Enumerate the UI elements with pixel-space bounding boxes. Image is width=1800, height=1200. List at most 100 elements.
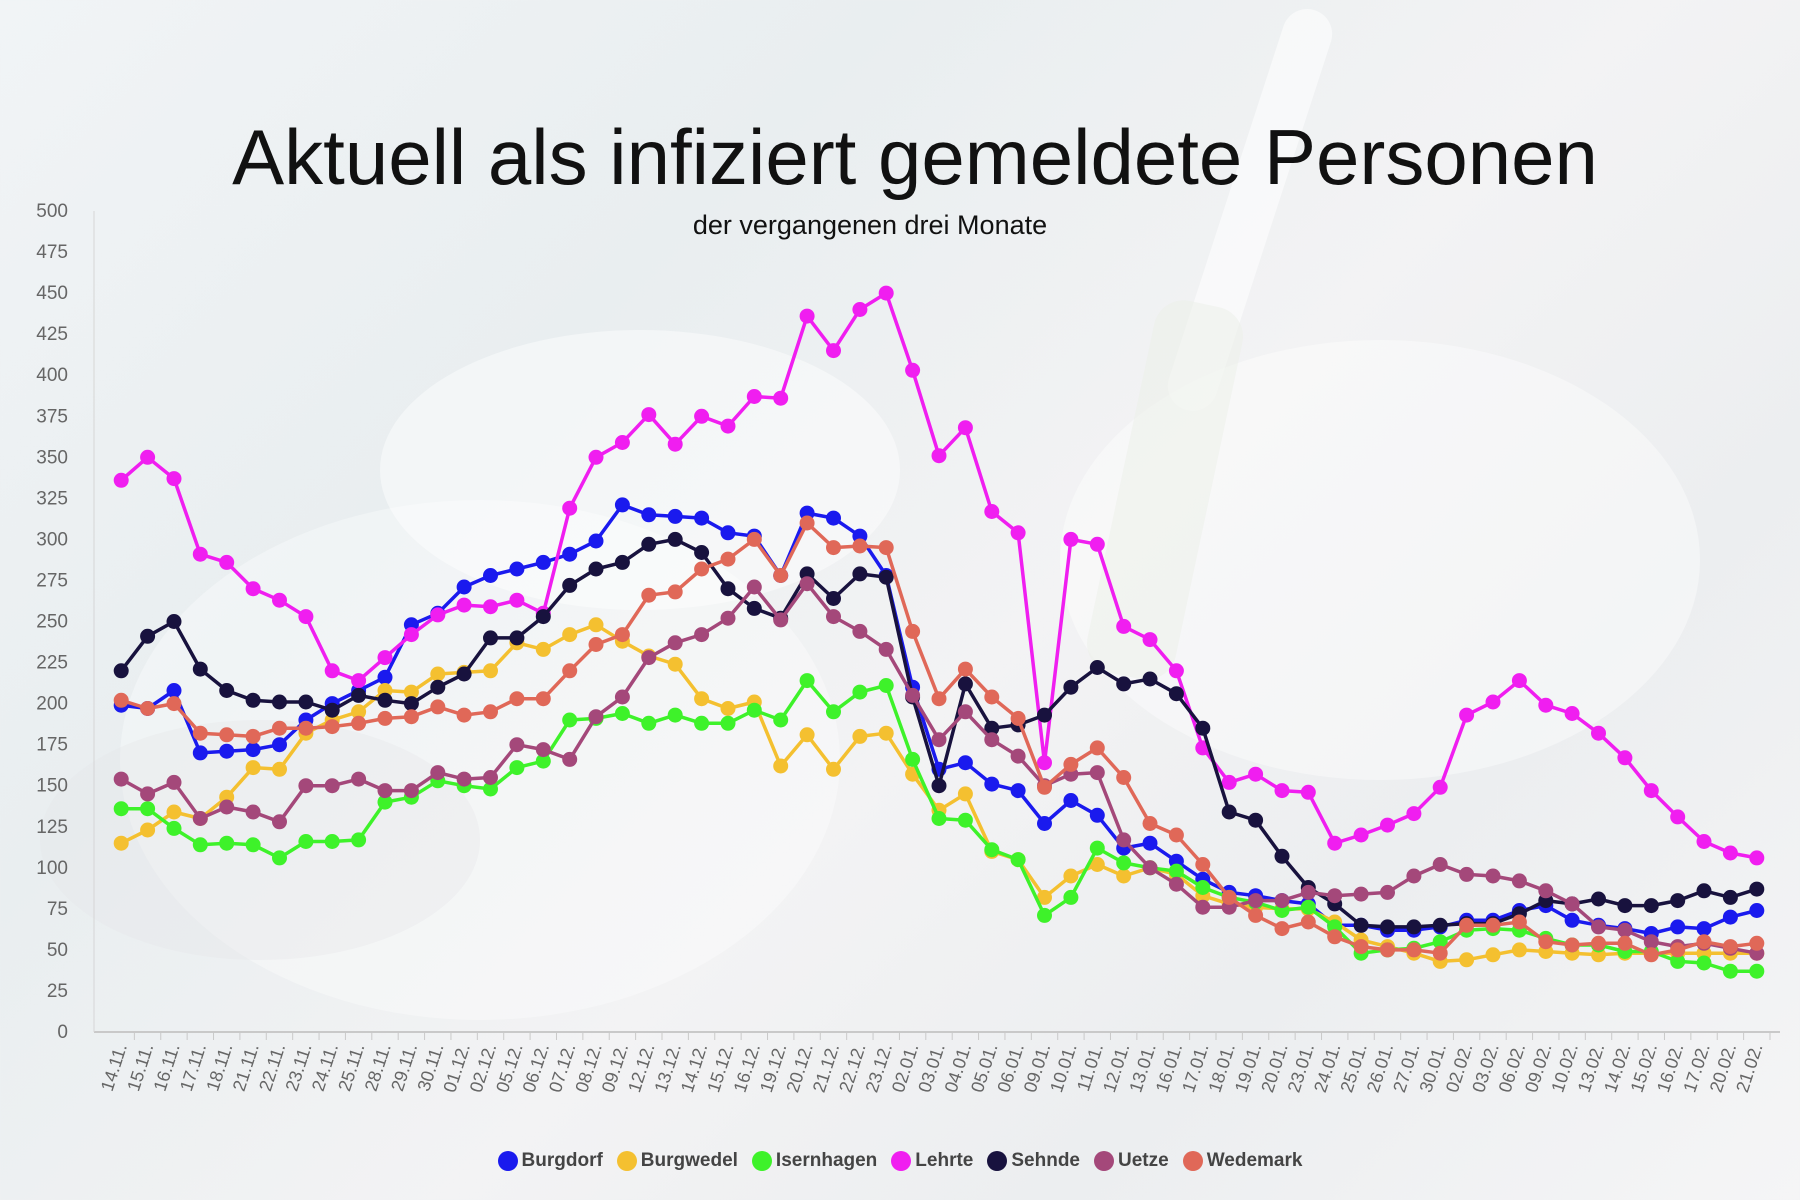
- data-point-wedemark: [746, 531, 762, 547]
- data-point-burgdorf: [272, 737, 287, 753]
- data-point-uetze: [1353, 886, 1369, 902]
- data-point-sehnde: [483, 630, 498, 646]
- data-point-sehnde: [245, 692, 261, 708]
- legend-item-isernhagen[interactable]: Isernhagen: [751, 1150, 877, 1172]
- data-point-burgdorf: [219, 743, 235, 759]
- y-tick-label: 25: [47, 981, 68, 1002]
- data-point-wedemark: [1116, 770, 1132, 785]
- data-point-lehrte: [1485, 694, 1501, 710]
- legend-marker: [987, 1151, 1008, 1171]
- data-point-wedemark: [1142, 816, 1158, 831]
- data-point-wedemark: [1406, 942, 1422, 958]
- data-point-uetze: [1591, 919, 1606, 935]
- data-point-lehrte: [562, 500, 578, 516]
- legend-item-uetze[interactable]: Uetze: [1094, 1150, 1169, 1172]
- y-tick-label: 500: [36, 201, 68, 222]
- data-point-uetze: [245, 804, 261, 820]
- data-point-wedemark: [720, 551, 736, 567]
- data-point-isernhagen: [1670, 953, 1686, 969]
- data-point-lehrte: [1617, 750, 1633, 766]
- data-point-sehnde: [614, 554, 630, 570]
- data-point-burgwedel: [694, 691, 710, 707]
- data-point-burgdorf: [1564, 912, 1580, 928]
- data-point-burgwedel: [799, 727, 815, 743]
- data-point-isernhagen: [746, 702, 762, 718]
- data-point-uetze: [852, 623, 868, 639]
- data-point-uetze: [113, 771, 129, 787]
- data-point-lehrte: [192, 546, 208, 562]
- data-point-sehnde: [509, 630, 525, 646]
- data-point-lehrte: [1010, 525, 1026, 541]
- data-point-uetze: [905, 687, 921, 703]
- data-point-wedemark: [1221, 889, 1237, 905]
- data-point-wedemark: [1300, 914, 1316, 930]
- data-point-sehnde: [720, 581, 736, 597]
- data-point-uetze: [1406, 868, 1422, 884]
- data-point-wedemark: [1485, 917, 1501, 933]
- data-point-lehrte: [351, 673, 367, 689]
- data-point-isernhagen: [1195, 880, 1211, 895]
- data-point-uetze: [1432, 857, 1448, 872]
- data-point-wedemark: [1010, 710, 1026, 726]
- data-point-isernhagen: [1063, 889, 1079, 905]
- data-point-isernhagen: [377, 794, 393, 810]
- data-point-uetze: [562, 751, 578, 767]
- legend-item-burgdorf[interactable]: Burgdorf: [497, 1150, 603, 1172]
- data-point-uetze: [878, 641, 894, 657]
- data-point-sehnde: [826, 591, 841, 606]
- data-point-burgdorf: [984, 776, 1000, 792]
- data-point-lehrte: [1274, 783, 1290, 799]
- data-point-wedemark: [535, 691, 551, 707]
- data-point-wedemark: [298, 720, 314, 736]
- data-point-lehrte: [878, 285, 894, 301]
- y-tick-label: 100: [36, 858, 68, 879]
- legend-item-wedemark[interactable]: Wedemark: [1182, 1150, 1302, 1172]
- legend-label: Burgwedel: [640, 1150, 738, 1171]
- data-point-burgwedel: [1116, 868, 1132, 884]
- data-point-burgwedel: [483, 663, 498, 679]
- data-point-isernhagen: [535, 753, 551, 769]
- data-point-wedemark: [694, 561, 710, 577]
- data-point-isernhagen: [1696, 955, 1712, 971]
- data-point-wedemark: [1274, 921, 1290, 937]
- data-point-uetze: [298, 778, 314, 794]
- data-point-isernhagen: [1010, 852, 1026, 868]
- data-point-burgwedel: [245, 760, 261, 776]
- data-point-uetze: [456, 771, 472, 787]
- data-point-burgdorf: [1749, 903, 1765, 918]
- data-point-sehnde: [1037, 707, 1052, 723]
- data-point-uetze: [1089, 765, 1105, 781]
- data-point-sehnde: [878, 569, 894, 585]
- data-point-uetze: [1564, 896, 1580, 912]
- legend-marker: [1182, 1151, 1203, 1171]
- data-point-isernhagen: [351, 832, 367, 848]
- data-point-lehrte: [694, 408, 710, 424]
- data-point-sehnde: [219, 683, 235, 698]
- data-point-burgdorf: [1037, 816, 1052, 831]
- data-point-burgwedel: [1485, 947, 1501, 963]
- data-point-uetze: [1380, 884, 1395, 900]
- data-point-lehrte: [1353, 827, 1369, 843]
- legend-item-burgwedel[interactable]: Burgwedel: [616, 1150, 738, 1172]
- data-point-lehrte: [905, 362, 921, 378]
- data-point-burgwedel: [667, 656, 683, 672]
- data-point-lehrte: [1722, 845, 1738, 861]
- data-point-wedemark: [1037, 779, 1052, 795]
- data-point-burgwedel: [720, 701, 736, 716]
- data-point-wedemark: [773, 568, 789, 583]
- y-tick-label: 350: [36, 447, 68, 468]
- data-point-isernhagen: [720, 715, 736, 731]
- data-point-isernhagen: [826, 704, 841, 720]
- data-point-lehrte: [1037, 755, 1052, 771]
- data-point-burgwedel: [878, 725, 894, 741]
- data-point-burgwedel: [430, 666, 446, 682]
- legend-marker: [497, 1151, 518, 1171]
- legend-item-lehrte[interactable]: Lehrte: [891, 1150, 973, 1172]
- data-point-sehnde: [535, 609, 551, 625]
- legend-item-sehnde[interactable]: Sehnde: [987, 1150, 1080, 1172]
- data-point-uetze: [984, 732, 1000, 748]
- data-point-isernhagen: [113, 801, 129, 817]
- data-point-isernhagen: [667, 707, 683, 723]
- data-point-burgwedel: [140, 822, 156, 838]
- data-point-lehrte: [588, 449, 604, 465]
